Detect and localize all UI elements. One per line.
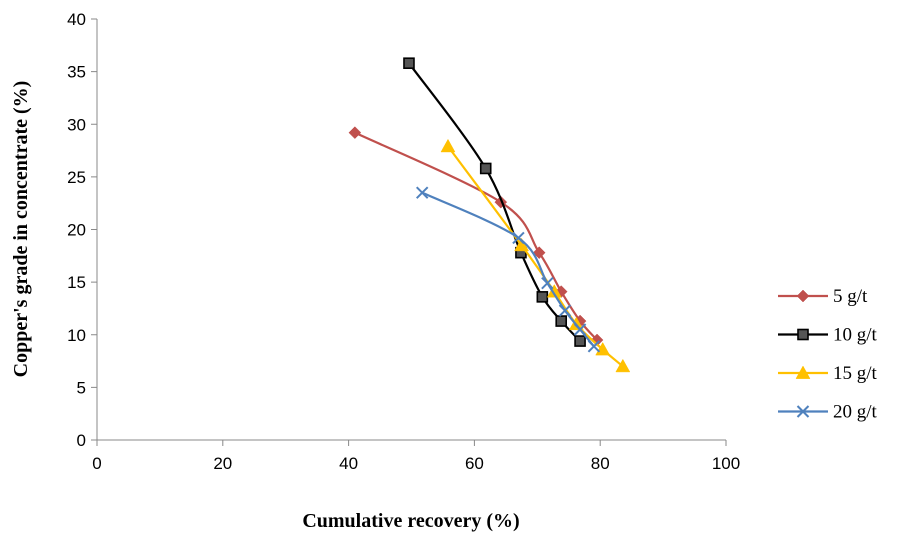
x-tick-label: 40 — [339, 454, 358, 473]
y-tick-label: 20 — [67, 221, 86, 240]
legend-label: 5 g/t — [833, 286, 868, 307]
legend-marker — [797, 328, 809, 341]
legend-marker — [796, 405, 810, 418]
data-point-stroke — [573, 323, 587, 336]
y-tick-label: 30 — [67, 115, 86, 134]
data-point — [573, 323, 587, 336]
data-point — [536, 291, 549, 303]
series-1 — [403, 57, 586, 347]
series-2 — [440, 138, 631, 373]
series-0 — [348, 126, 604, 347]
legend-item: 10 g/t — [778, 325, 878, 346]
x-tick-label: 20 — [213, 454, 232, 473]
data-point — [587, 340, 601, 353]
x-tick-label: 60 — [465, 454, 484, 473]
data-point-stroke — [541, 276, 554, 290]
plot-area: 0 20 40 60 80 100 0 5 10 15 20 25 30 35 40 — [67, 10, 740, 473]
data-point — [574, 335, 586, 347]
legend-marker — [796, 289, 810, 303]
x-tick-label: 0 — [92, 454, 101, 473]
data-point — [615, 358, 631, 373]
data-point — [558, 304, 572, 317]
data-point — [532, 246, 546, 260]
y-tick-label: 35 — [67, 63, 86, 82]
legend-item: 5 g/t — [778, 286, 868, 307]
data-point-stroke — [558, 304, 572, 317]
data-point — [440, 138, 456, 153]
legend-item: 20 g/t — [778, 402, 878, 423]
data-point-stroke — [415, 186, 429, 199]
data-point-stroke — [512, 231, 525, 245]
data-point — [555, 315, 568, 327]
legend-label: 20 g/t — [833, 402, 878, 423]
legend-marker — [795, 365, 811, 379]
series-line — [354, 131, 598, 341]
y-axis-title: Copper's grade in concentrate (%) — [10, 81, 32, 378]
y-tick-label: 5 — [77, 378, 86, 397]
legend-label: 10 g/t — [833, 325, 878, 346]
x-tick-label: 100 — [712, 454, 740, 473]
data-point — [541, 276, 554, 290]
x-tick-label: 80 — [591, 454, 610, 473]
data-point — [512, 231, 525, 245]
legend: 5 g/t 10 g/t 15 g/t 20 g/t — [778, 286, 878, 423]
y-tick-label: 15 — [67, 273, 86, 292]
data-point — [415, 186, 429, 199]
y-tick-label: 25 — [67, 168, 86, 187]
data-point-stroke — [587, 340, 601, 353]
series-3 — [415, 186, 601, 353]
y-tick-label: 10 — [67, 326, 86, 345]
data-point — [546, 284, 562, 298]
x-axis-title: Cumulative recovery (%) — [302, 510, 519, 532]
y-tick-label: 40 — [67, 10, 86, 29]
legend-label: 15 g/t — [833, 363, 878, 384]
data-point — [348, 126, 362, 140]
data-point — [479, 162, 492, 175]
legend-marker-stroke — [796, 405, 810, 418]
legend-item: 15 g/t — [778, 363, 878, 384]
y-tick-label: 0 — [77, 431, 86, 450]
data-point — [403, 57, 415, 70]
